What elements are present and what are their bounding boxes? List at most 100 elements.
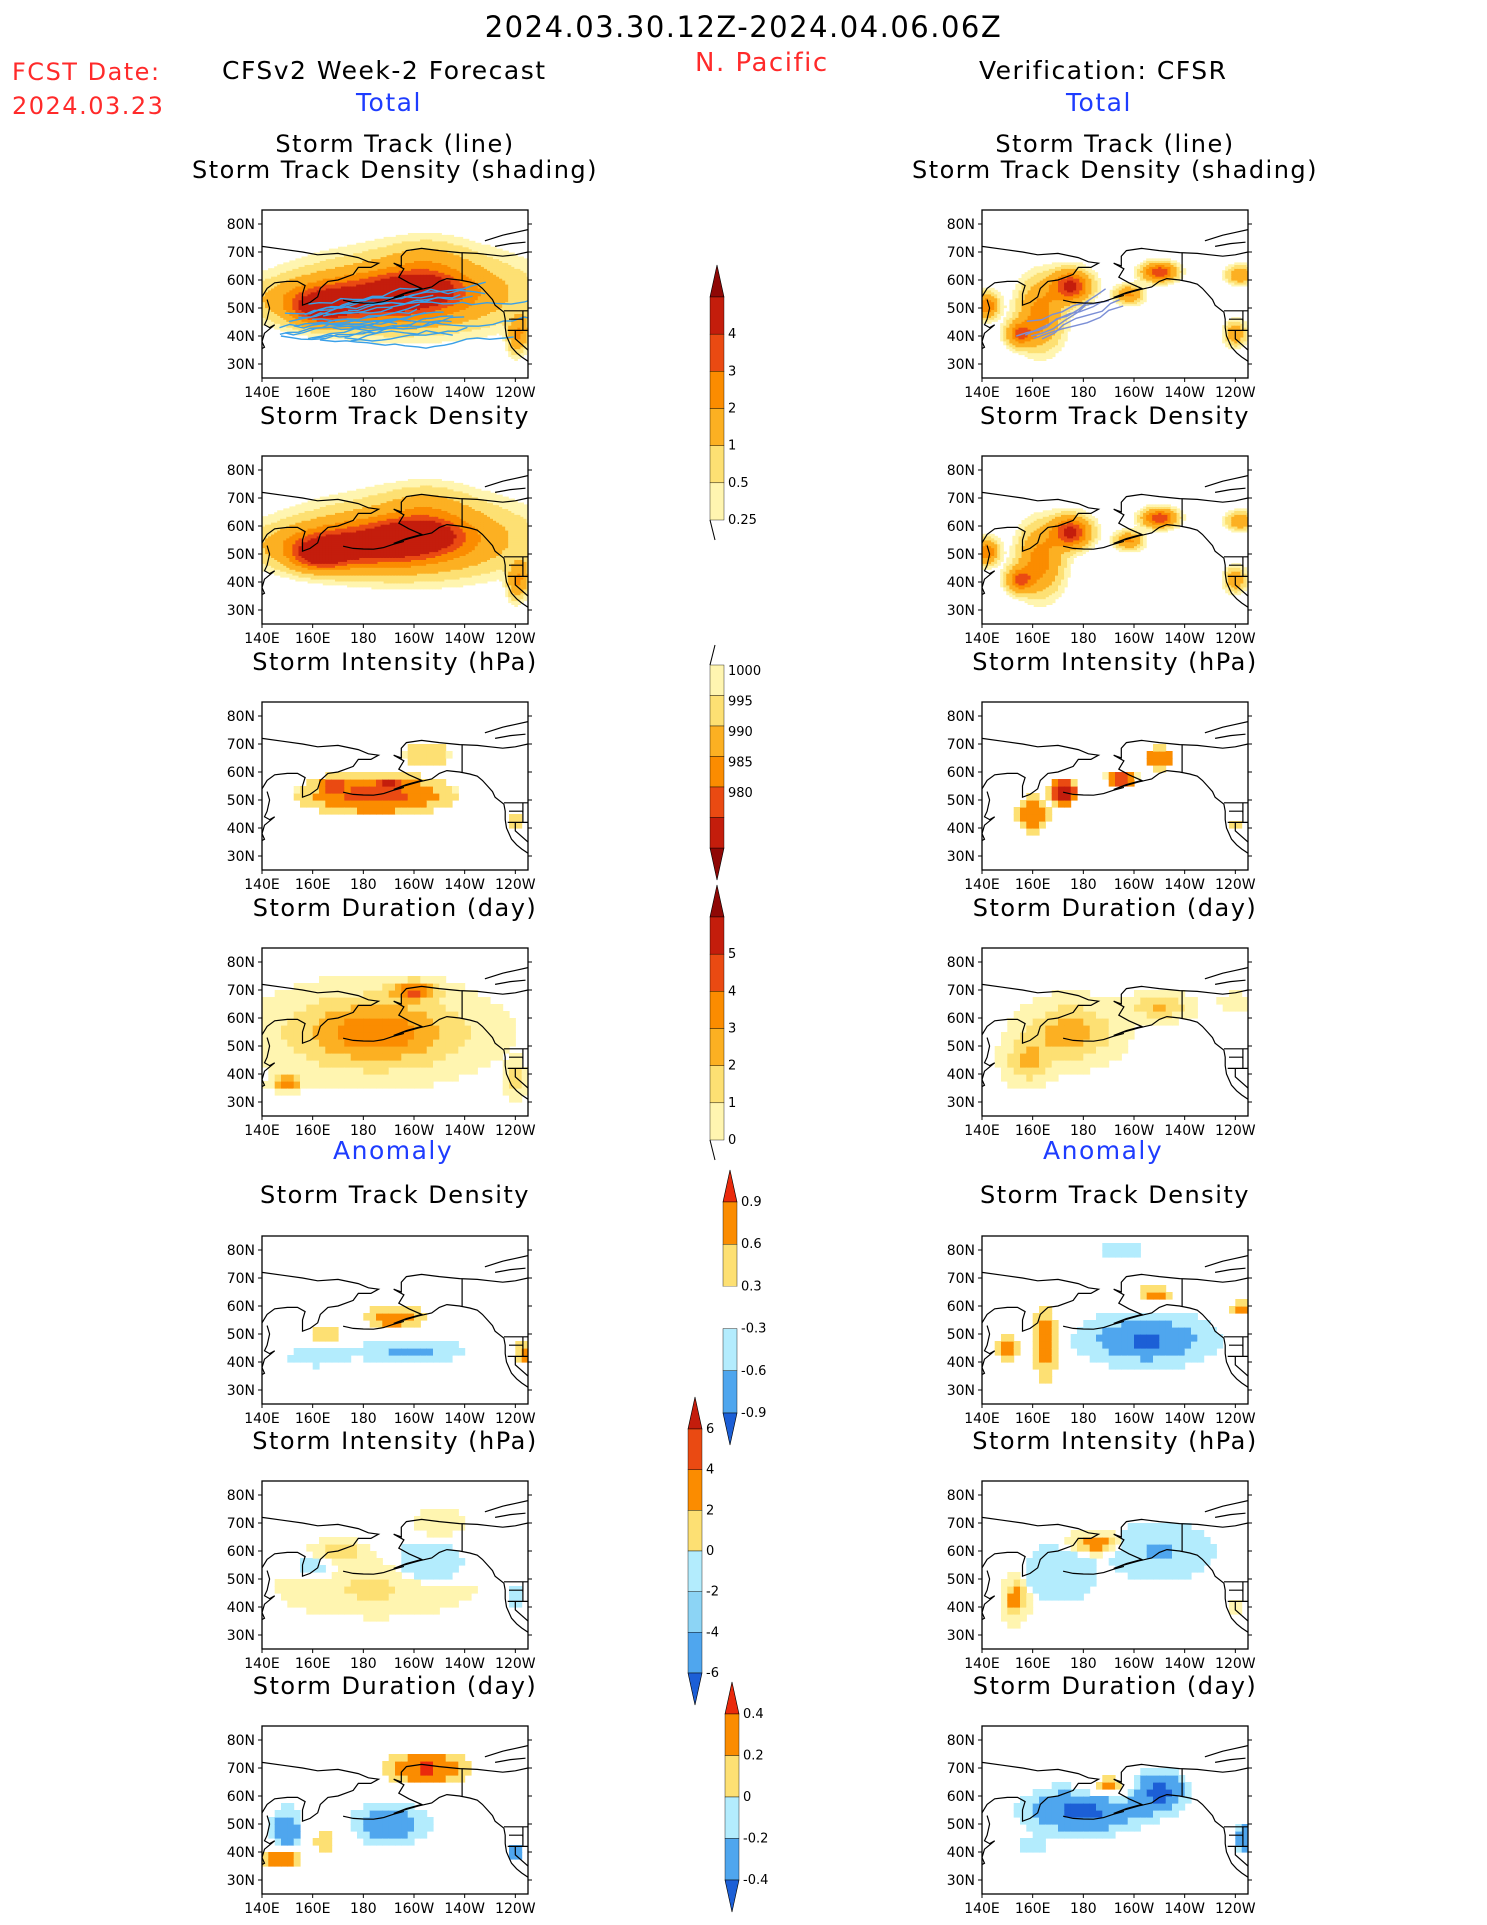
grid-cell [459,283,464,287]
grid-cell [982,287,986,291]
grid-cell [286,317,290,320]
grid-cell [368,287,372,291]
grid-cell [411,264,415,267]
grid-cell [456,319,461,322]
grid-cell [341,248,345,252]
grid-cell [359,283,363,287]
grid-cell [508,299,512,303]
grid-cell [435,264,439,267]
grid-cell [1036,313,1041,316]
grid-cell [505,307,509,310]
grid-cell [453,331,458,334]
grid-cell [517,321,521,324]
grid-cell [341,264,345,267]
grid-cell [480,268,485,271]
grid-cell [298,278,303,281]
grid-cell [280,329,284,332]
grid-cell [465,311,470,314]
grid-cell [438,240,442,244]
grid-cell [271,305,275,309]
grid-cell [523,272,527,275]
grid-cell [444,334,448,338]
grid-cell [1018,315,1023,318]
grid-cell [371,250,375,254]
grid-cell [520,262,524,265]
grid-cell [407,260,412,263]
grid-cell [1024,321,1029,324]
grid-cell [453,280,458,283]
grid-cell [462,276,467,279]
grid-cell [286,266,290,269]
grid-cell [1039,301,1044,305]
grid-cell [1021,278,1026,281]
grid-cell [499,270,503,273]
grid-cell [414,309,418,312]
grid-cell [1027,352,1032,356]
grid-cell [444,244,448,248]
grid-cell [517,268,521,271]
grid-cell [344,287,348,291]
grid-cell [1024,291,1029,295]
grid-cell [371,321,375,324]
grid-cell [456,264,461,267]
grid-cell [456,244,461,248]
grid-cell [322,250,327,254]
grid-cell [386,287,391,291]
grid-cell [474,266,479,269]
grid-cell [490,276,494,279]
grid-cell [499,258,503,261]
grid-cell [295,309,299,312]
grid-cell [265,289,269,293]
grid-cell [505,344,509,348]
grid-cell [404,242,409,246]
grid-cell [307,321,312,324]
grid-cell [356,252,360,256]
grid-cell [420,266,424,269]
grid-cell [280,287,284,291]
grid-cell [404,248,409,252]
grid-cell [417,293,421,297]
grid-cell [371,270,375,273]
grid-cell [490,307,494,310]
grid-cell [301,258,306,261]
grid-cell [313,272,318,275]
grid-cell [474,270,479,273]
grid-cell [353,293,357,297]
grid-cell [450,268,455,271]
grid-cell [395,289,400,293]
grid-cell [474,299,479,303]
grid-cell [483,334,488,338]
grid-cell [286,285,290,289]
grid-cell [404,283,409,287]
grid-cell [426,238,430,242]
grid-cell [383,289,388,293]
grid-cell [335,293,339,297]
grid-cell [426,293,430,297]
grid-cell [386,238,391,242]
grid-cell [420,262,424,265]
grid-cell [304,274,309,277]
grid-cell [1039,291,1044,295]
grid-cell [301,287,306,291]
grid-cell [982,321,986,324]
grid-cell [426,244,430,248]
grid-cell [401,244,406,248]
grid-cell [304,315,309,318]
grid-cell [371,305,375,309]
grid-cell [307,323,312,326]
grid-cell [465,307,470,310]
grid-cell [292,278,296,281]
grid-cell [465,242,470,246]
coastlines [262,229,528,362]
grid-cell [499,285,503,289]
grid-cell [353,268,357,271]
grid-cell [517,336,521,340]
grid-cell [344,268,348,271]
grid-cell [1018,307,1023,310]
grid-cell [1039,344,1044,348]
grid-cell [517,285,521,289]
grid-cell [526,283,528,287]
grid-cell [471,256,476,260]
grid-cell [441,238,445,242]
grid-cell [487,287,491,291]
